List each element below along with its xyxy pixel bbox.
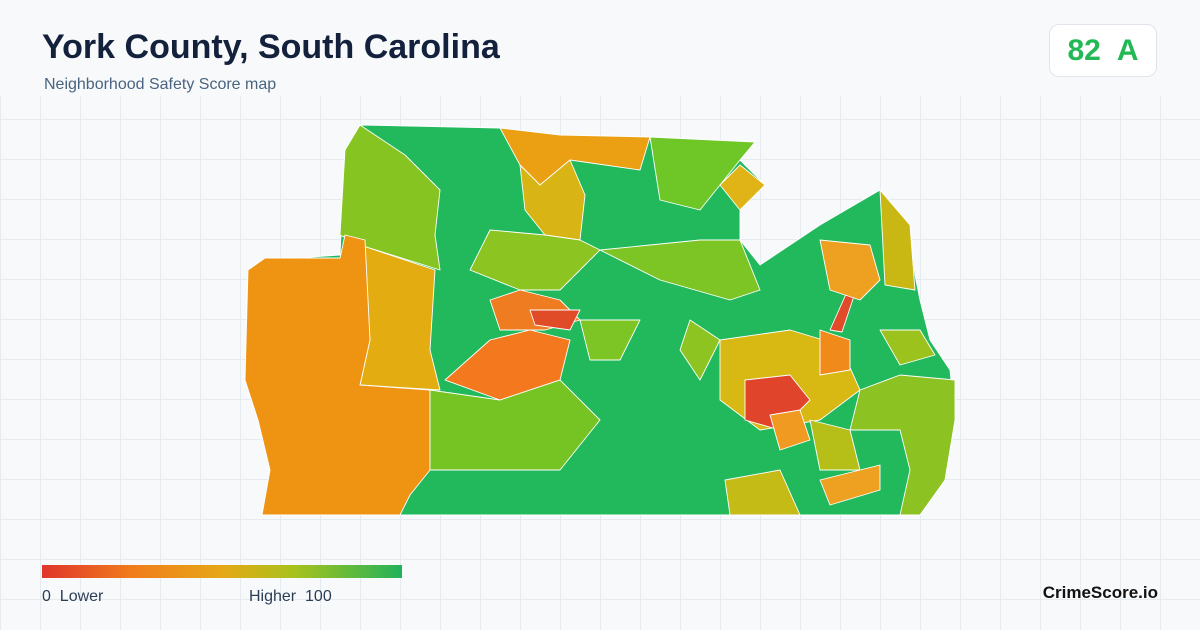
legend-min-label: Lower (59, 588, 104, 605)
brand: CrimeScore.io (1042, 583, 1158, 602)
region (819, 464, 881, 506)
region (429, 379, 601, 471)
score-badge: 82 A (1049, 24, 1157, 77)
region (579, 319, 641, 361)
region (719, 164, 766, 211)
region (819, 239, 881, 301)
region (849, 374, 956, 516)
legend-max-value: 100 (305, 588, 332, 605)
region (529, 309, 581, 331)
title: York County, South Carolina (42, 28, 500, 66)
legend-min-value: 0 (42, 588, 51, 605)
region (519, 159, 586, 241)
legend-gradient (42, 565, 402, 578)
subtitle: Neighborhood Safety Score map (44, 76, 277, 93)
region (599, 239, 761, 301)
score-value: 82 (1067, 33, 1101, 67)
score-grade: A (1116, 33, 1139, 67)
region (724, 469, 801, 516)
legend-max-label: Higher (249, 588, 297, 605)
legend-min: 0 Lower (42, 588, 103, 606)
region (469, 229, 601, 291)
legend-max: Higher 100 (249, 588, 332, 606)
region (879, 189, 916, 291)
region (679, 319, 721, 381)
region (819, 329, 851, 376)
region (769, 409, 811, 451)
region (879, 329, 936, 366)
